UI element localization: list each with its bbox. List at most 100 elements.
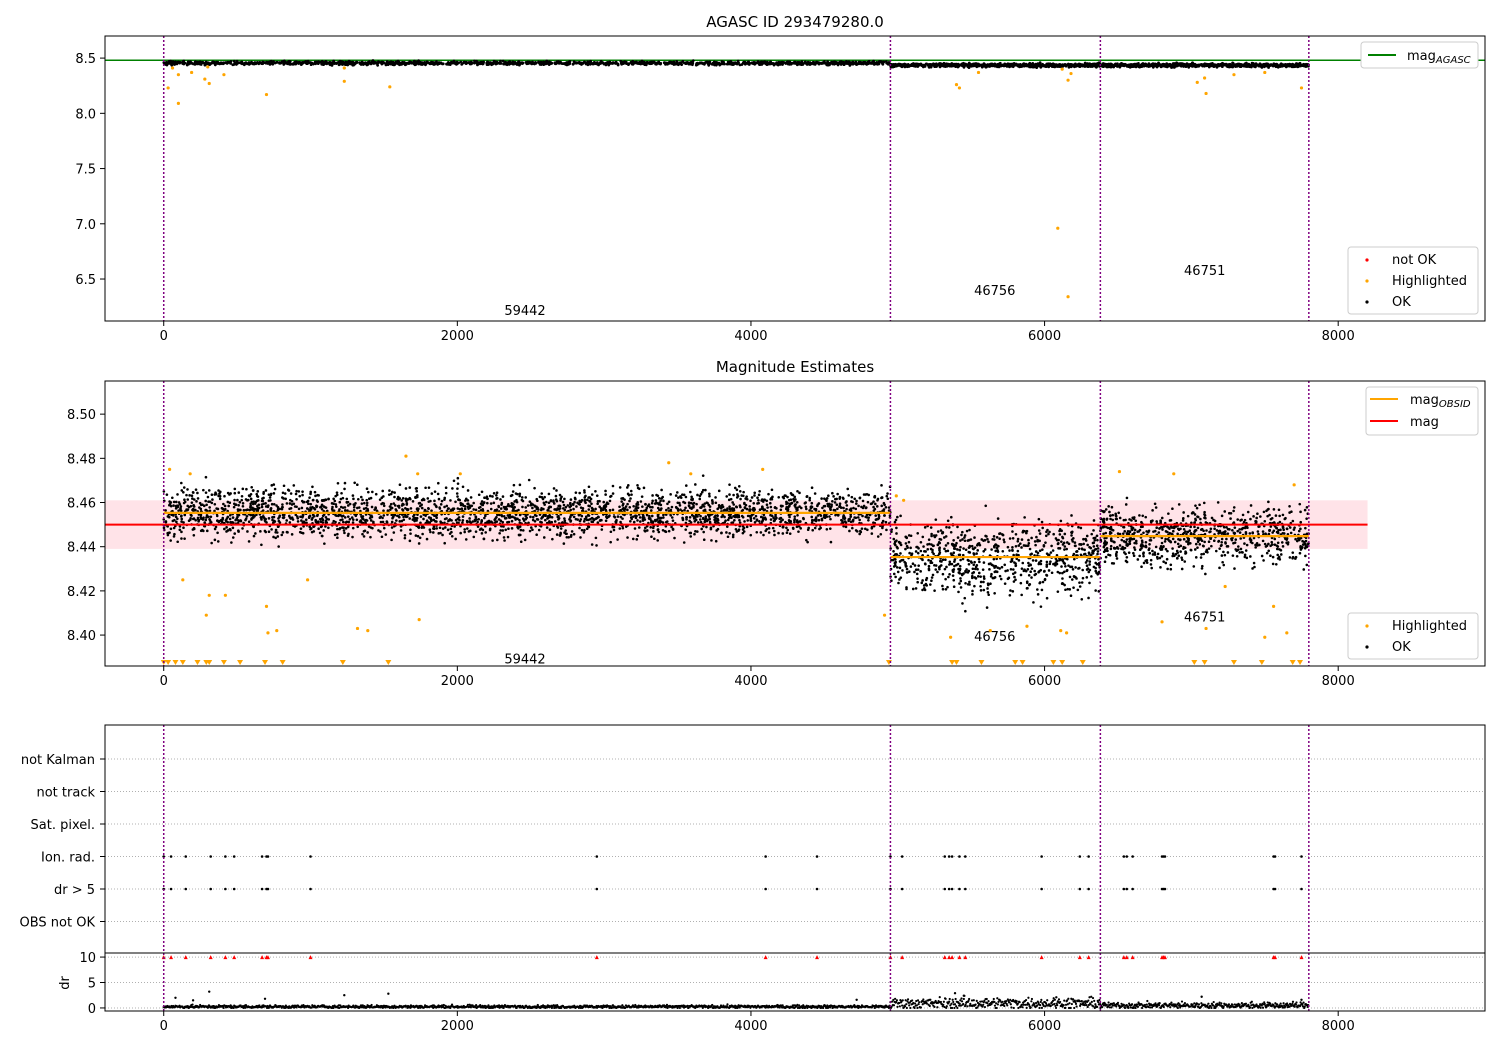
ok-point [324, 515, 328, 519]
ok-point [281, 503, 284, 506]
ok-point [443, 505, 446, 509]
ok-point [654, 519, 657, 523]
ok-point [380, 60, 384, 64]
ok-point [679, 62, 683, 65]
ok-point [870, 532, 874, 535]
ok-point [1092, 64, 1096, 68]
ok-point [536, 506, 539, 510]
highlighted-point [176, 73, 181, 77]
ok-point [351, 535, 354, 539]
ok-point [535, 533, 538, 537]
ok-point [1172, 65, 1176, 69]
ok-point [466, 489, 470, 492]
ok-point [708, 492, 711, 496]
ok-point [635, 509, 639, 512]
ok-point [757, 493, 761, 497]
ok-point [543, 503, 546, 506]
ok-point [172, 504, 175, 507]
ok-point [431, 531, 435, 534]
ok-point [464, 538, 468, 541]
highlighted-point [342, 66, 346, 70]
obsid-label: 59442 [504, 304, 545, 319]
ok-point [737, 485, 741, 488]
ok-point [933, 64, 937, 67]
ok-point [545, 62, 549, 65]
ok-point [236, 498, 239, 502]
ok-point [180, 514, 183, 518]
ok-point [810, 486, 814, 490]
ok-point [485, 63, 489, 67]
legend-mag-agasc-label: mag [1407, 49, 1436, 64]
ok-point [796, 489, 799, 493]
ok-point [374, 61, 378, 65]
ok-point [533, 486, 536, 490]
ok-point [848, 508, 852, 512]
ok-point [529, 515, 532, 519]
ok-point [382, 526, 386, 530]
ok-point [365, 501, 369, 505]
ok-point [867, 519, 870, 522]
ok-point [710, 499, 714, 502]
ok-point [661, 528, 665, 532]
ok-point [699, 518, 702, 521]
ok-point [886, 492, 889, 495]
ok-point [738, 489, 742, 493]
ok-point [874, 514, 878, 517]
ok-point [1245, 65, 1249, 68]
ok-point [436, 481, 440, 485]
ok-point [347, 520, 351, 524]
ok-point [1188, 63, 1192, 67]
ok-point [430, 509, 433, 512]
ok-point [737, 514, 741, 517]
ok-point [261, 497, 264, 500]
ok-point [629, 61, 633, 65]
ok-point [583, 528, 586, 532]
ok-point [591, 520, 595, 524]
ok-point [728, 483, 731, 486]
ok-point [640, 495, 644, 498]
ok-point [241, 502, 245, 505]
ok-point [851, 526, 854, 530]
ok-point [275, 504, 278, 507]
ok-point [1052, 65, 1056, 69]
ok-point [596, 502, 599, 505]
ok-point [702, 530, 705, 534]
ok-point [676, 63, 680, 67]
ok-point [408, 497, 412, 501]
ok-point [343, 63, 347, 66]
ok-point [438, 506, 441, 509]
ok-point [214, 61, 218, 65]
ok-point [755, 530, 759, 534]
ok-point [717, 489, 721, 493]
ok-point [874, 502, 877, 506]
ok-point [247, 520, 251, 524]
ok-point [938, 62, 941, 65]
ok-point [558, 61, 562, 65]
ok-point [550, 61, 554, 65]
ok-point [403, 63, 407, 67]
ok-point [857, 60, 861, 64]
ok-point [573, 496, 577, 500]
ok-point [1302, 63, 1306, 66]
ok-point [727, 498, 731, 502]
ok-point [251, 508, 254, 511]
ok-point [468, 504, 471, 507]
ok-point [735, 530, 739, 533]
ok-point [579, 536, 582, 539]
ok-point [1139, 64, 1143, 68]
ok-point [177, 501, 181, 504]
ok-point [850, 62, 854, 66]
ok-point [739, 497, 742, 501]
ok-point [855, 62, 859, 66]
ok-point [769, 60, 772, 64]
ok-point [270, 528, 273, 531]
ok-point [721, 505, 725, 509]
ok-point [355, 518, 359, 522]
ok-point [823, 497, 826, 500]
ok-point [296, 61, 299, 65]
ok-point [620, 500, 623, 503]
ok-point [880, 484, 883, 487]
ok-point [857, 504, 860, 508]
ok-point [553, 62, 557, 65]
ok-point [836, 507, 839, 511]
